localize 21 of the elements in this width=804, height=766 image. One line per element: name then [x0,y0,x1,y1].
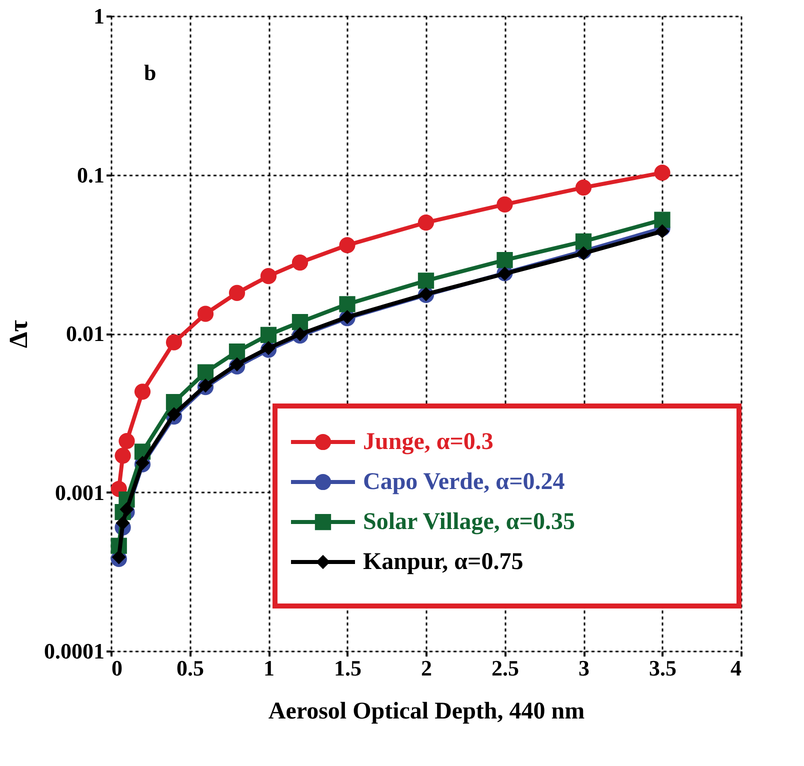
x-tick-label: 0 [112,656,122,680]
y-tick-label: 1 [94,4,104,28]
x-tick-label: 1.5 [334,656,362,680]
y-tick-label: 0.1 [77,162,104,188]
annotation: b [144,60,156,85]
y-tick-label: 0.001 [55,480,104,505]
x-tick-label: 0.5 [176,656,204,680]
x-tick-label: 4 [730,656,742,680]
y-axis-title: Δτ [4,320,33,348]
legend-label: Solar Village, α=0.35 [363,509,575,535]
x-tick-label: 1 [264,656,274,680]
x-tick-label: 2 [421,656,432,680]
legend-label: Capo Verde, α=0.24 [363,469,565,495]
legend-label: Junge, α=0.3 [363,429,494,455]
x-axis-title: Aerosol Optical Depth, 440 nm [268,698,585,724]
y-tick-label: 0.0001 [44,638,104,664]
y-tick-label: 0.01 [66,321,104,346]
x-tick-label: 3.5 [649,656,676,680]
x-tick-label: 3 [578,656,590,680]
x-tick-label: 2.5 [492,656,519,680]
legend-label: Kanpur, α=0.75 [363,549,524,575]
